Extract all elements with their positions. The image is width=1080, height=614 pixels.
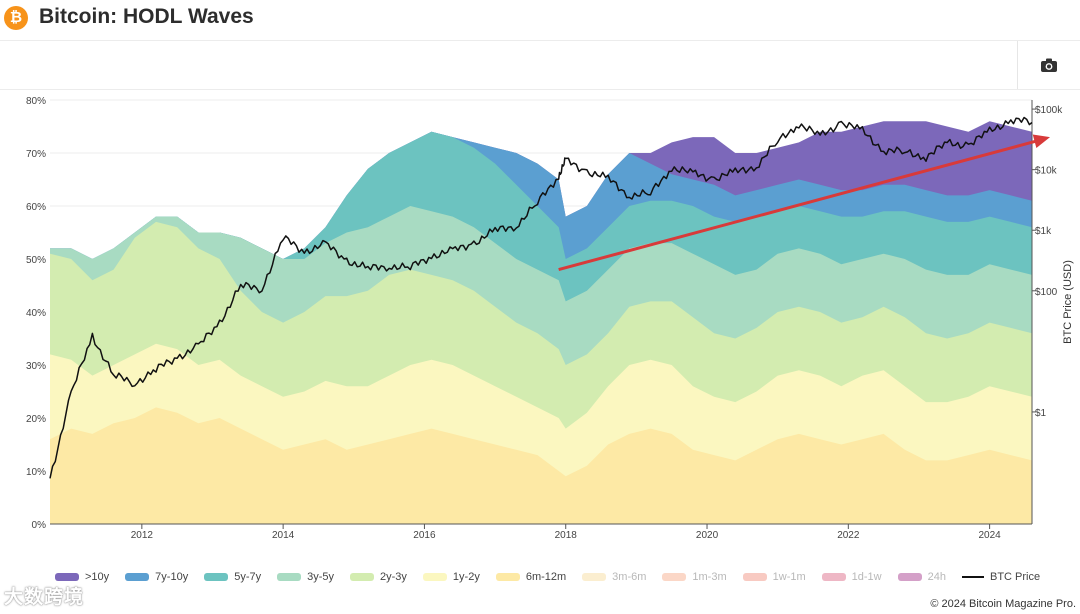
legend-item[interactable]: 24h bbox=[897, 571, 946, 583]
legend-line-swatch bbox=[961, 576, 984, 578]
trend-arrow-head bbox=[1032, 134, 1050, 149]
y-tick-label: 0% bbox=[32, 520, 47, 531]
legend-swatch bbox=[422, 573, 447, 581]
legend-label: 1m-3m bbox=[692, 571, 727, 583]
legend-swatch bbox=[277, 573, 302, 581]
y-tick-label: 60% bbox=[26, 202, 46, 213]
camera-icon bbox=[1041, 58, 1057, 72]
legend-item[interactable]: 1w-1m bbox=[742, 571, 806, 583]
legend-item[interactable]: 5y-7y bbox=[204, 571, 261, 583]
legend-swatch bbox=[897, 573, 922, 581]
btc-price-line bbox=[49, 116, 1033, 479]
y-tick-label: 30% bbox=[26, 361, 46, 372]
legend-item[interactable]: >10y bbox=[55, 571, 109, 583]
legend-swatch bbox=[204, 573, 229, 581]
legend-label: 3y-5y bbox=[307, 571, 335, 583]
x-tick-label: 2022 bbox=[837, 530, 860, 541]
legend-item[interactable]: 2y-3y bbox=[350, 571, 407, 583]
legend-item[interactable]: 7y-10y bbox=[125, 571, 188, 583]
x-tick-label: 2020 bbox=[696, 530, 719, 541]
watermark: 大数跨境 bbox=[4, 587, 85, 608]
legend-swatch bbox=[350, 573, 375, 581]
y2-tick-label: $1 bbox=[1035, 408, 1047, 419]
legend-label: 1y-2y bbox=[452, 571, 480, 583]
legend-item[interactable]: 3m-6m bbox=[582, 571, 646, 583]
x-tick-label: 2018 bbox=[555, 530, 578, 541]
legend-label: 1w-1m bbox=[772, 571, 806, 583]
legend-item[interactable]: 3y-5y bbox=[277, 571, 334, 583]
page-title: Bitcoin: HODL Waves bbox=[39, 5, 254, 28]
legend-label: >10y bbox=[85, 571, 110, 583]
legend-item[interactable]: 6m-12m bbox=[495, 571, 567, 583]
y2-tick-label: $1k bbox=[1035, 226, 1052, 237]
legend-item[interactable]: 1y-2y bbox=[422, 571, 480, 583]
legend-label: 5y-7y bbox=[234, 571, 262, 583]
y-tick-label: 40% bbox=[26, 308, 46, 319]
x-tick-label: 2014 bbox=[272, 530, 295, 541]
legend-swatch bbox=[662, 573, 687, 581]
legend-swatch bbox=[125, 573, 150, 581]
legend-swatch bbox=[495, 573, 520, 581]
legend-label: 1d-1w bbox=[851, 571, 882, 583]
bitcoin-logo-icon: ₿ bbox=[4, 6, 28, 30]
y2-tick-label: $100k bbox=[1035, 105, 1063, 116]
screenshot-button[interactable] bbox=[1017, 41, 1080, 89]
y-tick-label: 70% bbox=[26, 149, 46, 160]
y-tick-label: 50% bbox=[26, 255, 46, 266]
legend-label: 6m-12m bbox=[525, 571, 567, 583]
x-tick-label: 2024 bbox=[978, 530, 1001, 541]
legend-swatch bbox=[55, 573, 79, 581]
header: ₿ Bitcoin: HODL Waves bbox=[0, 0, 1080, 41]
y-tick-label: 80% bbox=[26, 96, 46, 107]
legend-label: 2y-3y bbox=[380, 571, 407, 583]
y2-axis-title: BTC Price (USD) bbox=[1062, 260, 1074, 344]
toolbar bbox=[0, 41, 1080, 90]
legend-label: 7y-10y bbox=[155, 571, 189, 583]
x-tick-label: 2012 bbox=[131, 530, 154, 541]
y-tick-label: 20% bbox=[26, 414, 46, 425]
y-tick-label: 10% bbox=[26, 467, 46, 478]
x-tick-label: 2016 bbox=[413, 530, 436, 541]
legend-item-btc-price[interactable]: BTC Price bbox=[961, 571, 1041, 583]
legend-label: BTC Price bbox=[989, 571, 1041, 583]
legend-label: 3m-6m bbox=[612, 571, 647, 583]
legend-swatch bbox=[582, 573, 607, 581]
legend-label: 24h bbox=[927, 571, 946, 583]
band-6m-12m bbox=[50, 407, 1032, 524]
legend-swatch bbox=[821, 573, 846, 581]
copyright: © 2024 Bitcoin Magazine Pro. bbox=[930, 598, 1076, 610]
legend-item[interactable]: 1d-1w bbox=[821, 571, 882, 583]
y2-tick-label: $100 bbox=[1035, 287, 1058, 298]
trend-arrow-line bbox=[558, 138, 1041, 272]
legend: >10y 7y-10y 5y-7y 3y-5y 2y-3y 1y-2y 6m-12m 3m-6… bbox=[55, 568, 1056, 586]
legend-swatch bbox=[742, 573, 767, 581]
legend-item[interactable]: 1m-3m bbox=[662, 571, 727, 583]
y2-tick-label: $10k bbox=[1035, 166, 1058, 177]
